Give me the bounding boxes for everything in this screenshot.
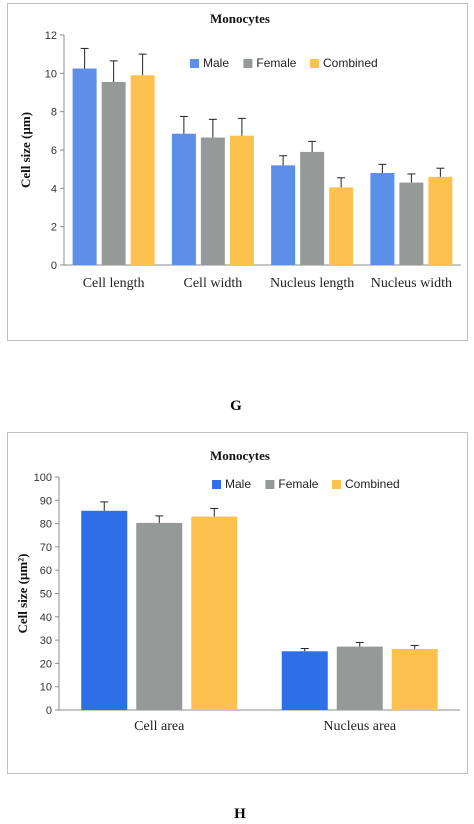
y-tick-label: 12 [45, 30, 57, 42]
bar-male-nucleus-width [370, 173, 395, 265]
chart-cell-area: Monocytes Cell size (µm²) 0 10 20 30 40 50 60 70 8… [15, 448, 460, 734]
bar-female-cell-width [200, 137, 225, 265]
chart-cell-dimensions: Monocytes Cell size (µm) 0 2 4 6 8 10 12 Cell len… [18, 11, 461, 291]
x-category-label: Nucleus area [323, 719, 396, 734]
chart-panel-cell-dimensions: Monocytes Cell size (µm) 0 2 4 6 8 10 12 Cell len… [7, 3, 468, 341]
y-axis-label: Cell size (µm) [18, 112, 33, 188]
y-tick-label: 2 [51, 222, 57, 234]
bar-male-nucleus-area [281, 651, 328, 710]
bar-female-cell-length [101, 81, 126, 265]
legend-label-male: Male [203, 56, 229, 70]
panel-label-g: G [230, 398, 242, 414]
bar-combined-nucleus-length [329, 187, 354, 265]
y-tick-label: 4 [51, 183, 57, 195]
legend-swatch-female [265, 480, 275, 489]
y-tick-label: 100 [34, 472, 52, 484]
y-tick-label: 70 [40, 542, 52, 554]
bar-female-nucleus-area [336, 646, 383, 710]
x-category-label: Nucleus width [371, 276, 452, 291]
y-tick-label: 40 [40, 612, 52, 624]
y-tick-label: 6 [51, 145, 57, 157]
y-tick-label: 90 [40, 495, 52, 507]
bar-male-cell-area [81, 510, 128, 710]
chart-title: Monocytes [210, 448, 270, 463]
panel-label-h: H [234, 806, 246, 822]
y-tick-label: 0 [46, 705, 52, 717]
x-category-label: Cell area [134, 719, 185, 734]
x-category-label: Nucleus length [270, 276, 354, 291]
legend-label-combined: Combined [345, 477, 400, 491]
y-tick-label: 60 [40, 565, 52, 577]
y-tick-label: 80 [40, 519, 52, 531]
legend-swatch-male [190, 59, 199, 68]
y-tick-label: 30 [40, 635, 52, 647]
y-tick-label: 0 [51, 260, 57, 272]
legend-swatch-combined [310, 59, 319, 68]
legend-swatch-female [243, 59, 253, 68]
y-axis-label: Cell size (µm²) [15, 554, 30, 634]
bar-combined-nucleus-area [391, 648, 438, 710]
y-tick-label: 20 [40, 658, 52, 670]
y-tick-label: 10 [45, 68, 57, 80]
legend-swatch-male [212, 480, 221, 489]
chart-title: Monocytes [210, 11, 270, 26]
bar-male-cell-width [171, 133, 196, 265]
legend-label-female: Female [256, 56, 296, 70]
bar-male-cell-length [72, 68, 97, 266]
legend-label-female: Female [278, 477, 318, 491]
bar-male-nucleus-length [271, 165, 296, 265]
bar-combined-cell-area [191, 516, 238, 710]
chart-panel-cell-area: Monocytes Cell size (µm²) 0 10 20 30 40 50 60 70 8… [7, 432, 468, 774]
y-tick-label: 50 [40, 589, 52, 601]
legend-label-male: Male [225, 477, 251, 491]
legend-swatch-combined [332, 480, 341, 489]
y-tick-label: 8 [51, 107, 57, 119]
y-tick-label: 10 [40, 682, 52, 694]
x-category-label: Cell width [184, 276, 243, 291]
bar-combined-cell-length [130, 75, 155, 265]
bar-female-nucleus-width [399, 182, 424, 265]
bar-female-nucleus-length [300, 151, 325, 265]
bar-combined-nucleus-width [428, 176, 453, 265]
bar-female-cell-area [136, 522, 183, 710]
x-category-label: Cell length [83, 276, 145, 291]
bar-combined-cell-width [229, 135, 254, 265]
legend-label-combined: Combined [323, 56, 378, 70]
